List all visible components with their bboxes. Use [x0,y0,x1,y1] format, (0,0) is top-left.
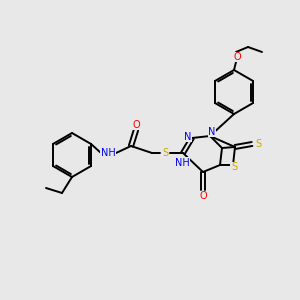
Text: S: S [231,162,237,172]
Text: NH: NH [175,158,189,167]
Text: NH: NH [100,148,116,158]
Text: N: N [208,127,216,137]
Text: S: S [255,139,261,149]
Text: O: O [199,191,207,201]
Text: N: N [184,132,192,142]
Text: O: O [132,120,140,130]
Text: O: O [233,52,241,62]
Text: S: S [162,148,168,158]
